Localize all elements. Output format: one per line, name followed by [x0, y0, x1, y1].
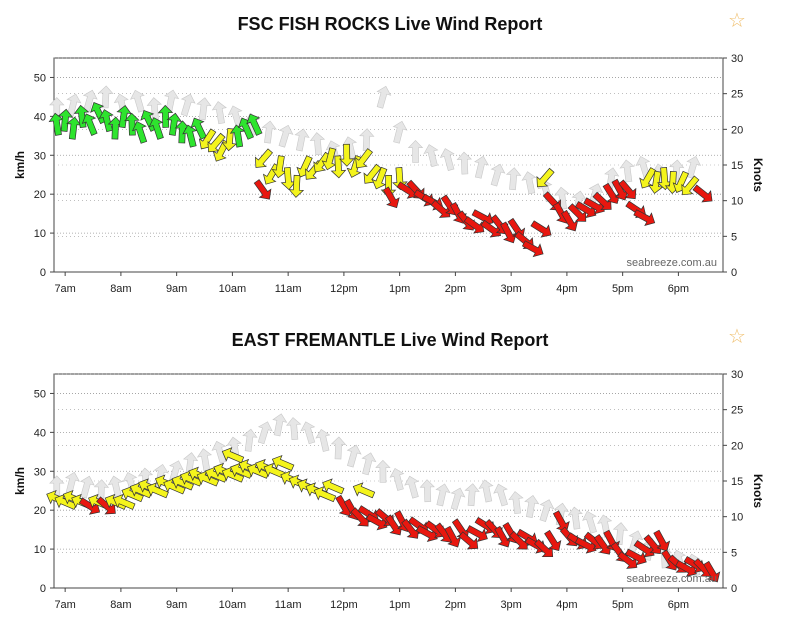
x-tick-label: 11am: [275, 599, 302, 611]
y2-tick-label: 25: [731, 89, 743, 101]
y2-tick-label: 25: [731, 405, 743, 417]
x-tick-label: 3pm: [500, 283, 521, 295]
x-tick-label: 6pm: [668, 283, 689, 295]
y2-tick-label: 15: [731, 476, 743, 488]
y2-tick-label: 30: [731, 53, 743, 65]
x-tick-label: 12pm: [330, 599, 358, 611]
x-tick-label: 1pm: [389, 599, 410, 611]
x-tick-label: 4pm: [556, 599, 577, 611]
x-tick-label: 6pm: [668, 599, 689, 611]
y2-axis-label: Knots: [751, 474, 765, 508]
x-tick-label: 4pm: [556, 283, 577, 295]
y2-tick-label: 20: [731, 440, 743, 452]
y-tick-label: 20: [34, 505, 46, 517]
x-tick-label: 7am: [54, 599, 75, 611]
y-tick-label: 40: [34, 111, 46, 123]
x-tick-label: 8am: [110, 283, 131, 295]
y-tick-label: 50: [34, 388, 46, 400]
y-tick-label: 30: [34, 466, 46, 478]
y2-tick-label: 5: [731, 231, 737, 243]
x-tick-label: 9am: [166, 599, 187, 611]
y-axis-label: km/h: [13, 467, 27, 495]
y-tick-label: 20: [34, 189, 46, 201]
y-tick-label: 30: [34, 150, 46, 162]
watermark-text: seabreeze.com.au: [627, 257, 718, 269]
x-tick-label: 1pm: [389, 283, 410, 295]
y-tick-label: 40: [34, 427, 46, 439]
y2-tick-label: 10: [731, 196, 743, 208]
watermark-text: seabreeze.com.au: [627, 573, 718, 585]
x-tick-label: 3pm: [500, 599, 521, 611]
y2-tick-label: 0: [731, 583, 737, 595]
y-tick-label: 10: [34, 544, 46, 556]
x-tick-label: 11am: [275, 283, 302, 295]
y-tick-label: 50: [34, 72, 46, 84]
y2-tick-label: 0: [731, 267, 737, 279]
x-tick-label: 2pm: [445, 599, 466, 611]
y-axis-label: km/h: [13, 151, 27, 179]
y2-tick-label: 20: [731, 124, 743, 136]
east-fremantle-wind-chart: 0 10 20 30 40 50 0 5 10 15 20 25 30 7am 8am 9am 10am 11am…: [0, 316, 797, 616]
x-tick-label: 5pm: [612, 283, 633, 295]
y2-tick-label: 30: [731, 369, 743, 381]
x-tick-label: 12pm: [330, 283, 358, 295]
y2-axis-label: Knots: [751, 158, 765, 192]
x-tick-label: 7am: [54, 283, 75, 295]
y-tick-label: 0: [40, 583, 46, 595]
y2-tick-label: 10: [731, 512, 743, 524]
x-tick-label: 8am: [110, 599, 131, 611]
fish-rocks-wind-chart: 0 10 20 30 40 50 0 5 10 15 20 25 30 7am 8am 9am 10am 11am…: [0, 0, 797, 300]
y-tick-label: 10: [34, 228, 46, 240]
x-tick-label: 10am: [219, 283, 247, 295]
x-tick-label: 9am: [166, 283, 187, 295]
y2-tick-label: 15: [731, 160, 743, 172]
y-tick-label: 0: [40, 267, 46, 279]
y2-tick-label: 5: [731, 547, 737, 559]
x-tick-label: 5pm: [612, 599, 633, 611]
x-tick-label: 10am: [219, 599, 247, 611]
x-tick-label: 2pm: [445, 283, 466, 295]
